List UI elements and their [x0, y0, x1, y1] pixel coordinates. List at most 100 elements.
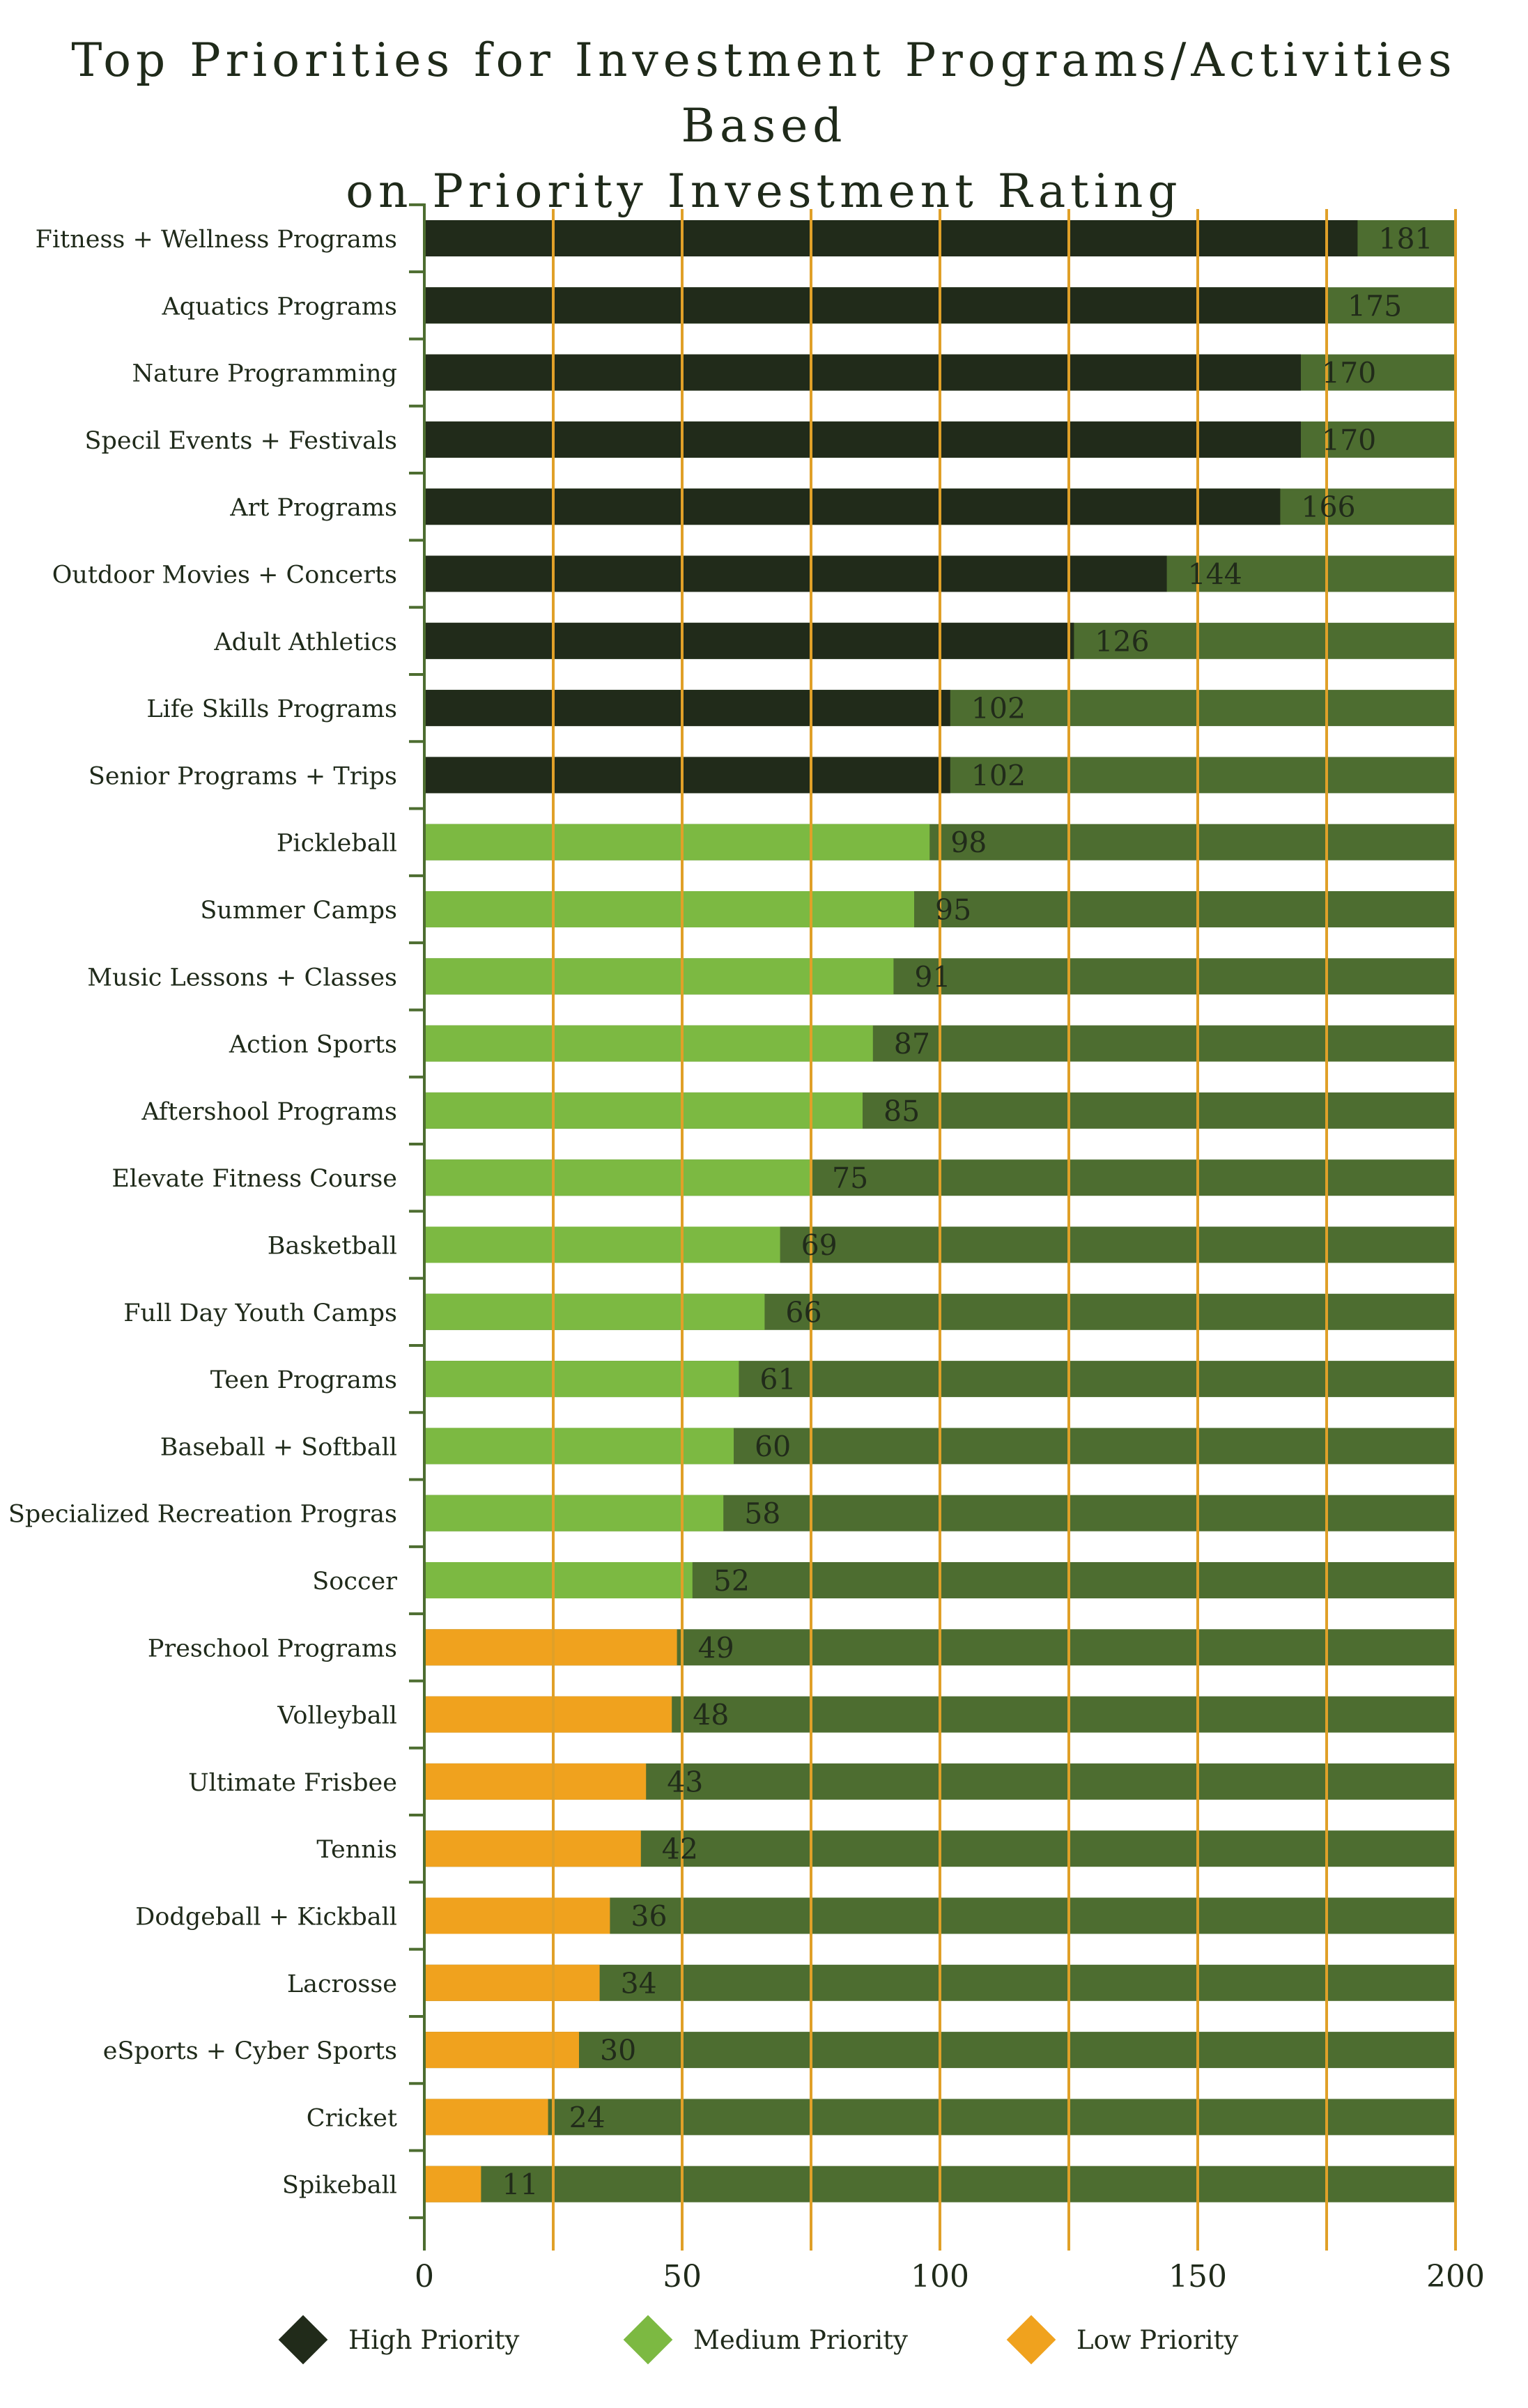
value-label: 61 [759, 1363, 796, 1396]
category-label: Cricket [307, 2104, 397, 2132]
x-tick-label: 0 [415, 2259, 434, 2294]
value-label: 98 [950, 826, 987, 860]
bar [424, 1830, 641, 1867]
bar [424, 2099, 548, 2136]
value-label: 60 [755, 1430, 791, 1463]
legend-item-low: Low Priority [1006, 2312, 1239, 2368]
category-label: Nature Programming [132, 360, 397, 388]
bar [424, 1629, 677, 1666]
bar [424, 1293, 765, 1330]
chart-title-line-1: Top Priorities for Investment Programs/A… [71, 33, 1457, 153]
bar-chart: Fitness + Wellness Programs Aquatics Prog… [8, 203, 1485, 2294]
category-label: Lacrosse [287, 1970, 397, 1998]
value-label: 11 [502, 2168, 538, 2202]
category-label: Specialized Recreation Progras [8, 1501, 397, 1529]
value-label: 95 [935, 893, 971, 927]
category-label: Aftershool Programs [141, 1098, 397, 1126]
bar [424, 1025, 873, 1062]
value-label: 102 [971, 759, 1026, 792]
bar [424, 1226, 780, 1263]
category-label: Aquatics Programs [161, 293, 397, 321]
chart-title-line-2: on Priority Investment Rating [346, 164, 1182, 218]
grid-lines [552, 209, 1457, 2251]
value-label: 175 [1348, 289, 1402, 323]
bar [424, 1763, 647, 1800]
bar [424, 757, 950, 794]
value-label: 48 [693, 1699, 729, 1732]
value-label: 87 [894, 1028, 930, 1061]
x-tick-label: 200 [1426, 2259, 1485, 2294]
value-label: 69 [801, 1229, 838, 1263]
value-label: 52 [713, 1564, 750, 1598]
value-label: 144 [1188, 558, 1242, 592]
bar [424, 1428, 734, 1465]
value-label: 42 [662, 1832, 698, 1866]
value-label: 34 [621, 1967, 657, 2000]
category-label: Pickleball [277, 830, 397, 858]
bar [424, 891, 914, 927]
category-label: Preschool Programs [148, 1635, 397, 1662]
legend-label-medium: Medium Priority [693, 2324, 908, 2355]
bar [424, 1964, 600, 2001]
value-labels: 181 175 170 170 166 144 126 102 102 98 95 91 87 85 75 6… [502, 222, 1433, 2202]
category-label: Baseball + Softball [160, 1433, 397, 1461]
bar [424, 2166, 481, 2202]
value-label: 36 [631, 1900, 667, 1934]
value-label: 24 [569, 2101, 605, 2134]
category-label: Senior Programs + Trips [88, 762, 397, 790]
bar [424, 2032, 579, 2069]
x-tick-label: 50 [663, 2259, 702, 2294]
category-label: Basketball [268, 1233, 397, 1260]
x-tick-label: 150 [1168, 2259, 1227, 2294]
category-label: Teen Programs [210, 1366, 397, 1394]
bar [424, 1361, 739, 1398]
category-label: Spikeball [282, 2172, 397, 2200]
value-label: 170 [1322, 424, 1376, 457]
value-label: 49 [698, 1631, 734, 1665]
value-label: 170 [1322, 357, 1376, 390]
bar [424, 220, 1358, 256]
category-label: Soccer [312, 1568, 397, 1596]
category-label: Specil Events + Festivals [85, 427, 398, 455]
category-label: Action Sports [229, 1031, 397, 1059]
bar [424, 1897, 610, 1934]
value-label: 166 [1301, 491, 1355, 524]
category-label: Life Skills Programs [146, 695, 397, 723]
legend-label-high: High Priority [348, 2324, 520, 2355]
legend-swatch-low [1006, 2315, 1056, 2365]
value-label: 126 [1095, 625, 1149, 658]
bar [424, 287, 1327, 324]
legend-swatch-high [278, 2315, 328, 2365]
category-label: Dodgeball + Kickball [135, 1904, 397, 1931]
bar [424, 488, 1281, 525]
category-labels: Fitness + Wellness Programs Aquatics Prog… [8, 226, 397, 2200]
category-label: Fitness + Wellness Programs [36, 226, 397, 254]
value-label: 30 [600, 2034, 636, 2067]
legend-item-high: High Priority [278, 2312, 520, 2368]
value-label: 66 [785, 1296, 821, 1329]
category-label: Elevate Fitness Course [111, 1165, 397, 1193]
x-axis-ticks: 0 50 100 150 200 [415, 2259, 1485, 2294]
category-label: Art Programs [229, 494, 397, 522]
value-label: 181 [1378, 222, 1433, 256]
category-label: Outdoor Movies + Concerts [52, 562, 397, 589]
value-label: 43 [667, 1766, 703, 1799]
bar [424, 622, 1074, 659]
y-axis [409, 203, 426, 2251]
bar [424, 1562, 693, 1598]
category-label: Tennis [316, 1836, 397, 1864]
bar [424, 958, 894, 995]
x-tick-label: 100 [911, 2259, 969, 2294]
category-label: Music Lessons + Classes [87, 964, 397, 991]
bar [424, 1696, 672, 1733]
bar [424, 1159, 811, 1196]
bar [424, 354, 1301, 391]
value-label: 75 [832, 1161, 868, 1195]
category-label: Volleyball [277, 1702, 397, 1730]
bar [424, 1495, 724, 1531]
legend: High Priority Medium Priority Low Priori… [0, 2312, 1528, 2368]
legend-label-low: Low Priority [1076, 2324, 1239, 2355]
bar [424, 1092, 863, 1129]
category-label: Summer Camps [200, 897, 397, 925]
chart-title: Top Priorities for Investment Programs/A… [0, 28, 1528, 224]
